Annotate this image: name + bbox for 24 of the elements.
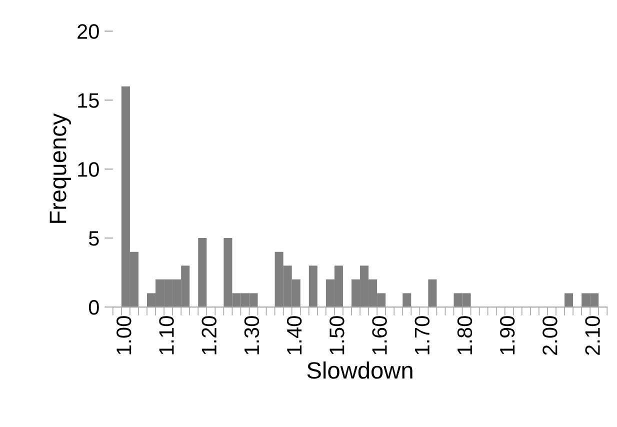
- x-tick-label: 1.80: [457, 316, 472, 354]
- x-tick-label: 1.50: [330, 316, 344, 354]
- x-tick-label: 1.30: [244, 316, 260, 354]
- bar: [402, 293, 412, 308]
- x-tick-label: 1.40: [286, 316, 302, 354]
- x-axis-title: Slowdown: [307, 361, 412, 379]
- bar: [564, 293, 574, 308]
- x-tick-label: 1.90: [500, 316, 515, 354]
- y-axis-title: Frequency: [50, 113, 71, 223]
- x-tick-label: 1.00: [116, 316, 132, 354]
- bar: [428, 279, 437, 308]
- x-tick-label: 1.70: [414, 316, 430, 354]
- y-tick-label: 20: [78, 24, 99, 39]
- y-tick-label: 0: [88, 300, 99, 315]
- bar: [198, 238, 207, 308]
- bar: [308, 266, 318, 308]
- y-tick-label: 5: [88, 231, 99, 246]
- y-tick-label: 10: [78, 162, 99, 177]
- x-tick-label: 1.20: [202, 316, 216, 354]
- y-tick-label: 15: [78, 93, 99, 108]
- x-tick-label: 1.10: [159, 316, 174, 354]
- x-tick-label: 1.60: [372, 316, 387, 354]
- x-tick-label: 2.00: [542, 316, 558, 355]
- x-tick-label: 2.10: [585, 316, 600, 355]
